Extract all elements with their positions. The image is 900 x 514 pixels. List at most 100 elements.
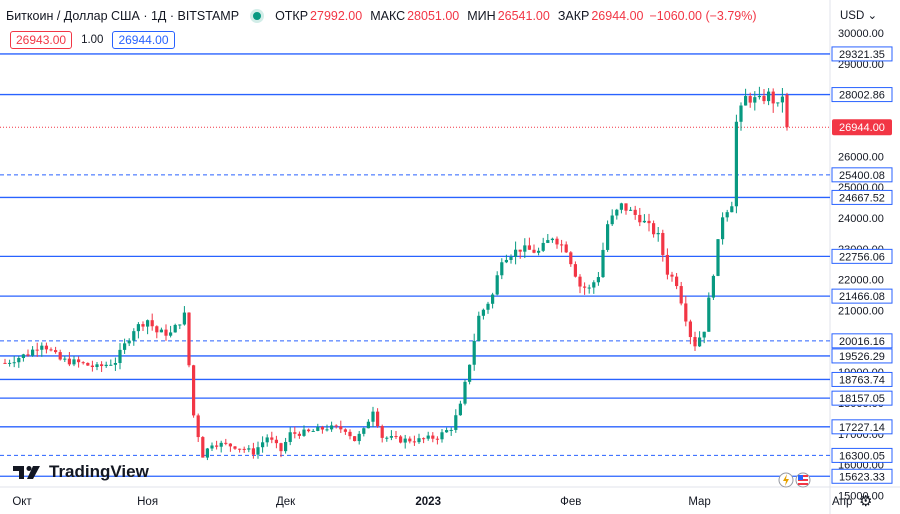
candle-body[interactable] xyxy=(247,448,251,450)
candle-body[interactable] xyxy=(40,345,44,350)
candle-body[interactable] xyxy=(527,245,531,250)
gear-icon[interactable]: ⚙ xyxy=(859,493,873,510)
candle-body[interactable] xyxy=(679,286,683,304)
candle-body[interactable] xyxy=(334,425,338,427)
candle-body[interactable] xyxy=(109,364,113,366)
candle-body[interactable] xyxy=(665,254,669,275)
candle-body[interactable] xyxy=(228,443,232,447)
candle-body[interactable] xyxy=(739,105,743,122)
candle-body[interactable] xyxy=(435,438,439,440)
candle-body[interactable] xyxy=(284,441,288,452)
candle-body[interactable] xyxy=(514,249,518,257)
candle-body[interactable] xyxy=(100,364,104,367)
candle-body[interactable] xyxy=(31,349,35,356)
candle-body[interactable] xyxy=(72,359,76,365)
candle-body[interactable] xyxy=(376,411,380,427)
candle-body[interactable] xyxy=(316,427,320,431)
candle-body[interactable] xyxy=(399,436,403,443)
level-price-box[interactable] xyxy=(831,87,893,103)
candle-body[interactable] xyxy=(633,209,637,215)
candle-body[interactable] xyxy=(477,315,481,341)
candle-body[interactable] xyxy=(431,435,435,439)
candle-body[interactable] xyxy=(454,415,458,430)
candle-body[interactable] xyxy=(422,438,426,440)
candle-body[interactable] xyxy=(150,320,154,327)
candle-body[interactable] xyxy=(366,421,370,429)
candle-body[interactable] xyxy=(8,362,12,364)
candle-body[interactable] xyxy=(77,359,81,363)
candle-body[interactable] xyxy=(12,362,16,364)
level-price-box[interactable] xyxy=(831,419,893,435)
candle-body[interactable] xyxy=(491,294,495,304)
level-price-box[interactable] xyxy=(831,46,893,62)
level-price-box[interactable] xyxy=(831,167,893,183)
candle-body[interactable] xyxy=(688,321,692,338)
candle-body[interactable] xyxy=(311,430,315,432)
candle-body[interactable] xyxy=(500,262,504,276)
candle-body[interactable] xyxy=(472,340,476,365)
candle-body[interactable] xyxy=(339,426,343,430)
level-price-box[interactable] xyxy=(831,248,893,264)
candle-body[interactable] xyxy=(353,436,357,442)
candle-body[interactable] xyxy=(302,429,306,436)
candle-body[interactable] xyxy=(164,329,168,336)
candle-body[interactable] xyxy=(661,232,665,255)
candle-body[interactable] xyxy=(192,365,196,416)
candle-body[interactable] xyxy=(523,245,527,252)
candle-body[interactable] xyxy=(445,430,449,433)
candle-body[interactable] xyxy=(403,438,407,443)
candle-body[interactable] xyxy=(118,349,122,364)
candle-body[interactable] xyxy=(320,427,324,430)
candle-body[interactable] xyxy=(54,350,58,353)
candle-body[interactable] xyxy=(173,324,177,333)
level-price-box[interactable] xyxy=(831,390,893,406)
level-price-box[interactable] xyxy=(831,288,893,304)
candle-body[interactable] xyxy=(58,352,62,360)
candle-body[interactable] xyxy=(256,447,260,455)
candle-body[interactable] xyxy=(716,239,720,276)
candle-body[interactable] xyxy=(132,331,136,341)
candle-body[interactable] xyxy=(762,96,766,102)
candle-body[interactable] xyxy=(541,242,545,251)
candle-body[interactable] xyxy=(748,96,752,103)
candle-body[interactable] xyxy=(210,445,214,449)
candle-body[interactable] xyxy=(615,209,619,216)
buy-price-button[interactable]: 26944.00 xyxy=(112,31,175,49)
candle-body[interactable] xyxy=(380,426,384,438)
candle-body[interactable] xyxy=(63,358,67,360)
candle-body[interactable] xyxy=(569,252,573,265)
candle-body[interactable] xyxy=(307,429,311,432)
event-icons[interactable] xyxy=(778,472,811,488)
candle-body[interactable] xyxy=(362,428,366,434)
candle-body[interactable] xyxy=(707,297,711,332)
level-price-box[interactable] xyxy=(831,468,893,484)
candle-body[interactable] xyxy=(449,429,453,431)
candle-body[interactable] xyxy=(288,432,292,442)
candle-body[interactable] xyxy=(219,442,223,447)
candle-body[interactable] xyxy=(440,432,444,440)
candle-body[interactable] xyxy=(573,264,577,277)
candle-body[interactable] xyxy=(238,448,242,450)
candle-body[interactable] xyxy=(224,442,228,444)
candle-body[interactable] xyxy=(601,249,605,278)
candle-body[interactable] xyxy=(242,448,246,450)
candle-body[interactable] xyxy=(215,445,219,447)
candle-body[interactable] xyxy=(123,343,127,350)
candle-body[interactable] xyxy=(113,363,117,365)
candle-body[interactable] xyxy=(270,437,274,440)
candle-body[interactable] xyxy=(734,121,738,207)
candle-body[interactable] xyxy=(642,220,646,223)
candle-body[interactable] xyxy=(486,303,490,310)
candle-body[interactable] xyxy=(357,433,361,442)
candle-body[interactable] xyxy=(251,448,255,455)
candle-body[interactable] xyxy=(537,250,541,253)
candle-body[interactable] xyxy=(481,309,485,316)
candle-body[interactable] xyxy=(592,282,596,288)
candle-body[interactable] xyxy=(757,96,761,98)
candle-body[interactable] xyxy=(606,224,610,250)
tradingview-logo[interactable]: TradingView xyxy=(13,462,149,482)
candle-body[interactable] xyxy=(730,206,734,213)
candle-body[interactable] xyxy=(21,354,25,359)
